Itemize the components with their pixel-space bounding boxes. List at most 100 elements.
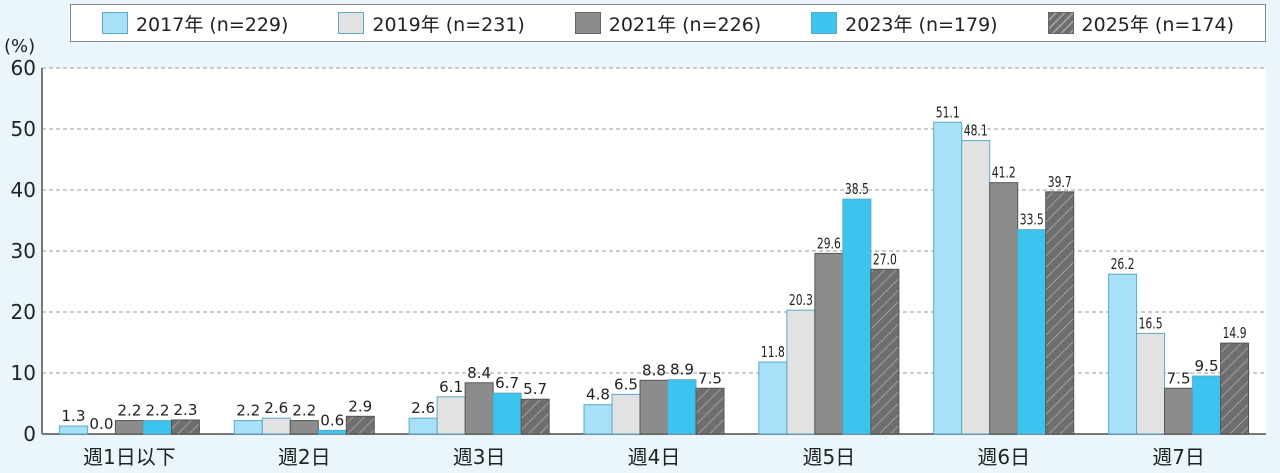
legend-label: 2017年 (n=229) <box>135 13 289 36</box>
legend-label: 2019年 (n=231) <box>372 13 525 36</box>
legend-swatch <box>101 12 128 34</box>
data-label: 0.6 <box>320 411 344 429</box>
data-label: 2.9 <box>348 397 372 415</box>
data-label: 7.5 <box>698 369 722 387</box>
legend-item: 2017年 (n=229) <box>101 10 289 37</box>
legend-swatch <box>574 12 601 34</box>
data-label: 27.0 <box>873 250 897 268</box>
bar <box>842 198 872 435</box>
data-label: 14.9 <box>1223 324 1247 342</box>
bar <box>961 140 991 435</box>
data-label: 7.5 <box>1167 369 1191 387</box>
bar <box>345 415 375 435</box>
x-tick-label: 週1日以下 <box>83 445 176 469</box>
data-label: 2.6 <box>411 399 435 417</box>
data-label: 41.2 <box>992 164 1016 182</box>
legend-item: 2025年 (n=174) <box>1047 10 1234 37</box>
data-label: 8.8 <box>642 361 666 379</box>
bar <box>436 396 466 435</box>
data-label: 6.7 <box>495 374 519 392</box>
data-label: 9.5 <box>1195 357 1219 375</box>
x-tick-label: 週7日 <box>1152 445 1205 469</box>
bar <box>464 382 494 435</box>
bar <box>317 429 347 435</box>
y-tick-label: 50 <box>11 117 36 141</box>
x-tick-label: 週4日 <box>628 445 681 469</box>
y-tick-label: 0 <box>23 422 36 446</box>
bar <box>786 309 816 435</box>
data-label: 6.1 <box>439 378 463 396</box>
bar <box>933 121 963 435</box>
data-label: 5.7 <box>523 380 547 398</box>
bar <box>1136 332 1166 435</box>
data-label: 51.1 <box>936 103 960 121</box>
data-label: 8.4 <box>467 364 491 382</box>
legend-item: 2021年 (n=226) <box>574 10 762 37</box>
legend-item: 2019年 (n=231) <box>338 10 525 37</box>
bar <box>989 182 1019 435</box>
bar <box>289 420 319 435</box>
data-label: 11.8 <box>761 343 785 361</box>
bar <box>520 398 550 435</box>
bar <box>870 268 900 435</box>
data-label: 48.1 <box>964 122 988 140</box>
y-tick-label: 20 <box>11 300 36 324</box>
bar <box>170 419 200 435</box>
data-label: 33.5 <box>1020 211 1044 229</box>
y-tick-label: 30 <box>11 239 36 263</box>
data-label: 2.2 <box>117 402 141 420</box>
legend-label: 2021年 (n=226) <box>608 13 762 36</box>
bar <box>492 392 522 435</box>
bar <box>695 387 725 435</box>
bar <box>611 393 641 435</box>
legend-swatch <box>811 12 838 34</box>
bar <box>1108 273 1138 435</box>
data-label: 38.5 <box>845 180 869 198</box>
data-label: 2.6 <box>264 399 288 417</box>
data-label: 2.2 <box>292 402 316 420</box>
bar <box>583 404 613 435</box>
data-label: 16.5 <box>1139 314 1163 332</box>
bar <box>1045 191 1075 435</box>
x-tick-label: 週2日 <box>278 445 331 469</box>
y-axis-label: (%) <box>4 36 35 57</box>
bar <box>667 379 697 435</box>
legend-swatch <box>338 12 365 34</box>
legend-label: 2023年 (n=179) <box>845 13 998 36</box>
bar <box>1220 342 1250 435</box>
bar <box>58 425 88 435</box>
bar <box>1017 229 1047 435</box>
bar <box>114 420 144 435</box>
legend-label: 2025年 (n=174) <box>1081 13 1234 36</box>
data-label: 1.3 <box>61 407 85 425</box>
data-label: 0.0 <box>89 415 113 433</box>
legend: 2017年 (n=229) 2019年 (n=231) 2021年 (n=226) 2… <box>70 4 1266 42</box>
x-tick-label: 週6日 <box>977 445 1030 469</box>
bar <box>639 379 669 435</box>
data-label: 20.3 <box>789 291 813 309</box>
x-tick-label: 週5日 <box>802 445 855 469</box>
y-tick-label: 60 <box>11 56 36 80</box>
legend-item: 2023年 (n=179) <box>811 10 998 37</box>
bar <box>1192 375 1222 435</box>
bar <box>408 417 438 435</box>
bar <box>758 361 788 435</box>
bar <box>1164 387 1194 435</box>
y-tick-label: 40 <box>11 178 36 202</box>
data-label: 39.7 <box>1048 173 1072 191</box>
data-label: 2.2 <box>236 402 260 420</box>
bar <box>261 417 291 435</box>
data-label: 2.2 <box>145 402 169 420</box>
bar <box>233 420 263 435</box>
data-label: 4.8 <box>586 386 610 404</box>
y-tick-label: 10 <box>11 361 36 385</box>
data-label: 2.3 <box>173 401 197 419</box>
data-label: 26.2 <box>1111 255 1135 273</box>
bar <box>814 252 844 435</box>
data-label: 8.9 <box>670 361 694 379</box>
bar <box>142 420 172 435</box>
legend-swatch <box>1047 12 1074 34</box>
data-label: 29.6 <box>817 234 841 252</box>
x-tick-label: 週3日 <box>453 445 506 469</box>
